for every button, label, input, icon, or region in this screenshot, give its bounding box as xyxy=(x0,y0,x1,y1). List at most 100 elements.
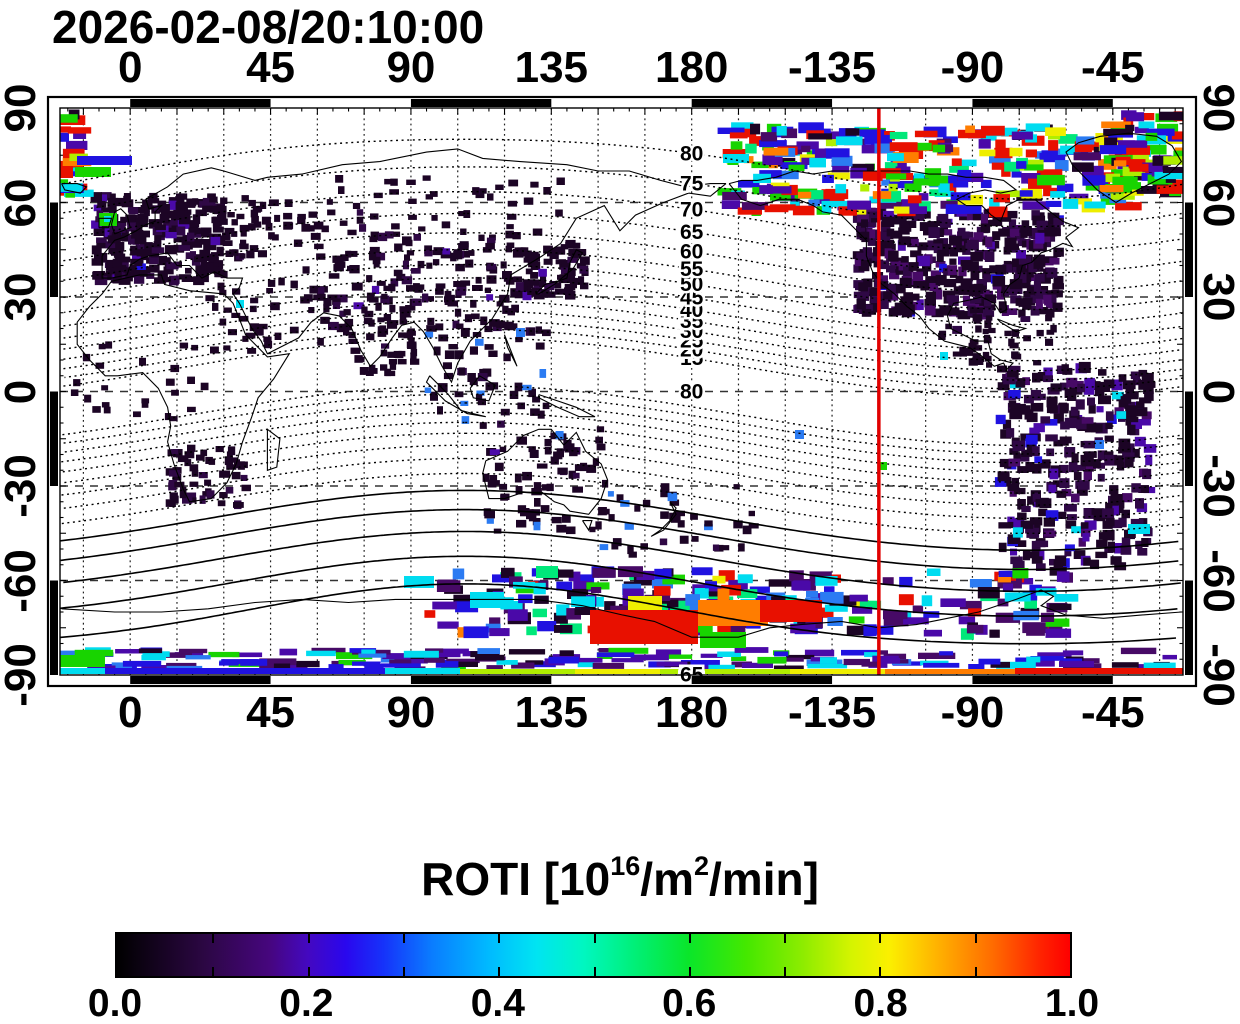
contour-label-n70: 70 xyxy=(680,198,703,221)
y-tick-right-0: 0 xyxy=(1194,379,1240,404)
colorbar-minor-tick xyxy=(593,934,596,943)
y-tick-left-30: 30 xyxy=(0,272,45,322)
contour-N-15 xyxy=(60,336,1180,399)
x-tick-bottom--90: -90 xyxy=(940,688,1005,737)
contour-S-25 xyxy=(64,402,1183,464)
cluster-europe-east xyxy=(216,195,326,262)
contour-S-55 xyxy=(61,472,1180,534)
y-tick-left-60: 60 xyxy=(0,178,45,227)
x-tick-top--90: -90 xyxy=(940,43,1005,92)
contour-S-60 xyxy=(60,489,1179,551)
x-tick-bottom-45: 45 xyxy=(246,688,296,737)
cluster-arctic-atlantic xyxy=(60,109,1183,198)
contour-N-20 xyxy=(64,328,1183,390)
cluster-caribbean xyxy=(938,314,1057,368)
x-tick-top-45: 45 xyxy=(246,43,296,92)
colorbar-title-prefix: ROTI [10 xyxy=(421,853,611,905)
inclination-contours-layer xyxy=(60,138,1183,645)
colorbar-minor-tick xyxy=(784,934,787,943)
colorbar-title-exponent: 16 xyxy=(610,850,641,881)
colorbar-tick-label-0.6: 0.6 xyxy=(662,982,717,1024)
colorbar-minor-tick xyxy=(784,967,787,976)
contour-label-n20: 20 xyxy=(680,339,703,362)
coast-japan xyxy=(535,249,584,295)
coast-australia xyxy=(482,428,609,515)
colorbar-minor-tick xyxy=(498,967,501,976)
colorbar-tick-label-1.0: 1.0 xyxy=(1044,982,1100,1024)
contour-N-65 xyxy=(62,212,1182,275)
colorbar-tick-label-0.8: 0.8 xyxy=(853,982,908,1024)
contour-label-n30: 30 xyxy=(680,320,703,343)
contour-N-45 xyxy=(61,277,1181,339)
cluster-southeast-asia xyxy=(424,325,551,429)
y-tick-right-90: 90 xyxy=(1194,83,1240,133)
x-tick-top-135: 135 xyxy=(514,43,589,92)
x-tick-bottom-0: 0 xyxy=(117,688,143,737)
colorbar-minor-tick xyxy=(212,967,215,976)
roti-data-squares-layer xyxy=(60,109,1183,672)
colorbar-minor-tick xyxy=(974,934,977,943)
contour-S-30 xyxy=(61,411,1180,473)
colorbar-minor-tick xyxy=(212,934,215,943)
contour-N-80 xyxy=(62,138,1183,200)
colorbar-minor-tick xyxy=(402,934,405,943)
coast-greenland xyxy=(1065,132,1183,203)
contour-label-n80: 80 xyxy=(680,142,703,165)
colorbar-minor-tick xyxy=(307,934,310,943)
cluster-europe xyxy=(90,192,227,286)
x-tick-bottom-90: 90 xyxy=(386,688,436,737)
colorbar-minor-tick xyxy=(974,967,977,976)
contour-N-50 xyxy=(64,263,1183,326)
x-tick-bottom--135: -135 xyxy=(788,688,877,737)
cluster-africa-scatter xyxy=(70,341,209,422)
contour-label-n25: 25 xyxy=(680,330,704,353)
y-tick-right--30: -30 xyxy=(1194,454,1240,518)
colorbar-minor-tick xyxy=(1070,967,1072,976)
colorbar-minor-tick xyxy=(593,967,596,976)
coast-eurasia_north xyxy=(101,148,726,257)
contour-S-65 xyxy=(60,508,1179,571)
cluster-subantarctic xyxy=(60,647,1177,672)
contour-label-n50: 50 xyxy=(680,273,703,296)
colorbar-minor-tick xyxy=(879,934,882,943)
coast-tasmania xyxy=(582,520,593,532)
x-tick-top-180: 180 xyxy=(654,43,729,92)
contour-N-30 xyxy=(61,310,1181,372)
contour-S-40 xyxy=(64,432,1183,494)
timestamp-title: 2026-02-08/20:10:00 xyxy=(52,1,485,53)
coast-philippines xyxy=(503,334,518,367)
feature-patches-layer xyxy=(60,154,1183,674)
coast-madagascar xyxy=(266,428,281,472)
x-tick-bottom-135: 135 xyxy=(514,688,589,737)
contour-label-n35: 35 xyxy=(680,310,704,333)
contour-label-s70: 70 xyxy=(680,381,703,404)
y-tick-right-30: 30 xyxy=(1194,272,1240,322)
coast-asia_east_south xyxy=(101,183,727,384)
contour-S-35 xyxy=(62,421,1181,483)
x-tick-top-90: 90 xyxy=(386,43,436,92)
x-tick-top--135: -135 xyxy=(788,43,877,92)
contour-label-n45: 45 xyxy=(680,287,704,310)
contour-label-n40: 40 xyxy=(680,299,703,322)
colorbar-minor-tick xyxy=(879,967,882,976)
y-tick-left--60: -60 xyxy=(0,548,45,613)
colorbar-minor-tick xyxy=(402,967,405,976)
colorbar-minor-tick xyxy=(688,967,691,976)
colorbar-title-mid: /m xyxy=(640,853,694,905)
x-tick-bottom-180: 180 xyxy=(654,688,729,737)
cluster-australia xyxy=(482,426,609,535)
y-tick-left-90: 90 xyxy=(0,83,45,133)
colorbar-gradient xyxy=(115,932,1072,978)
colorbar-minor-tick xyxy=(307,967,310,976)
y-tick-left--30: -30 xyxy=(0,454,45,518)
colorbar-tick-label-0.4: 0.4 xyxy=(470,982,525,1024)
colorbar-minor-tick xyxy=(688,934,691,943)
contour-label-s80: 80 xyxy=(680,381,703,404)
contour-S-70 xyxy=(63,530,1181,593)
coast-sumatra_java xyxy=(425,375,486,418)
contour-N-70 xyxy=(60,190,1180,253)
contour-S-20 xyxy=(63,393,1182,455)
contour-S-75 xyxy=(60,555,1178,617)
coast-cuba_hispaniola xyxy=(997,318,1028,333)
